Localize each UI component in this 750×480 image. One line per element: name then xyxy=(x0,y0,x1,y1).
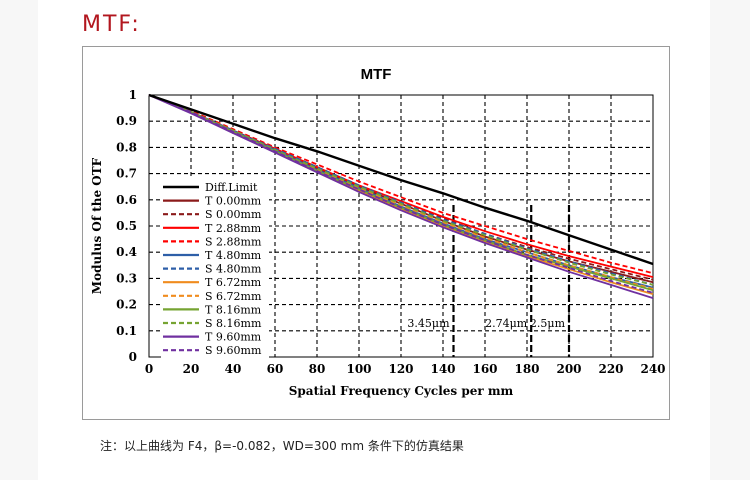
legend-label: T 0.00mm xyxy=(205,195,262,208)
legend-label: S 2.88mm xyxy=(205,235,262,248)
x-tick-label: 20 xyxy=(183,362,200,376)
tick-labels: 0 20 40 60 80 100 120 140 160 180 200 220 240 0 0.1 0.2… xyxy=(116,88,665,376)
y-tick-label: 0.4 xyxy=(116,245,137,259)
y-tick-label: 0 xyxy=(129,350,137,364)
legend-label: S 8.16mm xyxy=(205,317,262,330)
legend-label: S 6.72mm xyxy=(205,290,262,303)
series-lines xyxy=(148,93,654,299)
legend-label: T 8.16mm xyxy=(205,303,262,316)
x-tick-label: 240 xyxy=(640,362,665,376)
legend-label: T 4.80mm xyxy=(205,249,262,262)
footnote: 注：以上曲线为 F4，β=-0.082，WD=300 mm 条件下的仿真结果 xyxy=(100,439,464,453)
y-tick-label: 0.6 xyxy=(116,193,137,207)
y-tick-label: 0.1 xyxy=(116,324,137,338)
x-tick-label: 60 xyxy=(267,362,284,376)
y-tick-label: 0.7 xyxy=(116,167,137,181)
series-line xyxy=(148,94,654,275)
series-line xyxy=(148,93,654,266)
y-axis-label: Modulus Of the OTF xyxy=(90,157,104,294)
legend-label: Diff.Limit xyxy=(205,181,258,194)
x-tick-label: 40 xyxy=(225,362,242,376)
frequency-marker-label: 2.5μm xyxy=(530,317,566,330)
x-tick-label: 120 xyxy=(388,362,413,376)
x-tick-label: 220 xyxy=(598,362,623,376)
y-tick-label: 0.8 xyxy=(116,140,137,154)
x-tick-label: 140 xyxy=(430,362,455,376)
legend-label: T 2.88mm xyxy=(205,222,262,235)
legend-label: T 9.60mm xyxy=(205,331,262,344)
y-tick-label: 0.2 xyxy=(116,298,137,312)
section-heading: MTF: xyxy=(82,12,141,37)
y-tick-label: 0.5 xyxy=(116,219,137,233)
y-tick-label: 0.3 xyxy=(116,271,137,285)
series-line xyxy=(148,94,654,299)
x-tick-label: 160 xyxy=(472,362,497,376)
legend-label: S 9.60mm xyxy=(205,344,262,357)
legend-label: T 6.72mm xyxy=(205,276,262,289)
x-tick-label: 100 xyxy=(346,362,371,376)
x-tick-label: 200 xyxy=(556,362,581,376)
mtf-chart: MTF Modulus Of the OTF Spatial Frequency… xyxy=(90,66,666,398)
series-line xyxy=(148,94,654,294)
y-tick-label: 0.9 xyxy=(116,114,137,128)
x-tick-label: 0 xyxy=(145,362,153,376)
chart-title: MTF xyxy=(361,66,392,83)
legend-label: S 0.00mm xyxy=(205,208,262,221)
y-tick-label: 1 xyxy=(129,88,137,102)
frequency-marker-label: 2.74μm xyxy=(485,317,528,330)
x-axis-label: Spatial Frequency Cycles per mm xyxy=(289,384,514,398)
series-line xyxy=(148,94,654,286)
frequency-marker-label: 3.45μm xyxy=(407,317,450,330)
legend-label: S 4.80mm xyxy=(205,263,262,276)
x-tick-label: 80 xyxy=(309,362,326,376)
mtf-chart-panel: MTF Modulus Of the OTF Spatial Frequency… xyxy=(82,46,670,420)
x-tick-label: 180 xyxy=(514,362,539,376)
frequency-markers: 3.45μm 2.74μm 2.5μm xyxy=(407,205,571,357)
